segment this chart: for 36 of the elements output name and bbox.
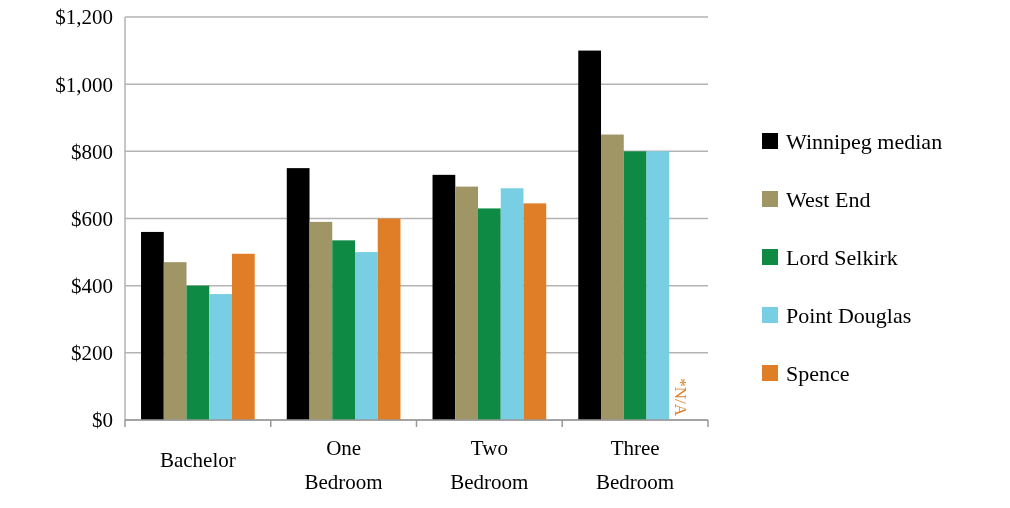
y-tick-label: $800	[71, 139, 113, 164]
legend-label: Winnipeg median	[786, 128, 943, 154]
bar	[231, 253, 255, 420]
legend-label: Spence	[786, 360, 850, 386]
x-tick-label: Three Bedroom	[596, 436, 675, 494]
legend-label: Lord Selkirk	[786, 244, 898, 270]
bar	[186, 285, 210, 420]
bar	[209, 294, 232, 420]
bar	[523, 203, 547, 420]
bar	[286, 168, 310, 420]
x-tick-label: Bachelor	[159, 448, 236, 472]
y-tick-label: $0	[92, 408, 113, 433]
bar	[623, 151, 647, 420]
x-tick-label: Two Bedroom	[450, 436, 529, 494]
bar	[455, 186, 479, 420]
x-tick-label: One Bedroom	[304, 436, 383, 494]
y-tick-label: $400	[71, 274, 113, 299]
bar	[578, 50, 602, 420]
legend-label: Point Douglas	[786, 302, 912, 328]
y-tick-label: $200	[71, 341, 113, 366]
y-tick-label: $1,000	[55, 72, 113, 97]
bar	[601, 134, 624, 420]
annotation: *N/A	[670, 378, 690, 417]
bar	[163, 262, 187, 420]
bar	[332, 240, 355, 420]
legend-label: West End	[786, 186, 871, 212]
bar	[377, 218, 401, 420]
bar	[500, 188, 524, 420]
y-tick-label: $1,200	[55, 5, 113, 30]
bar	[141, 231, 164, 420]
bar	[432, 174, 456, 420]
bar	[646, 151, 670, 420]
bar	[478, 208, 501, 420]
bar	[309, 221, 333, 420]
y-tick-label: $600	[71, 206, 113, 231]
bar	[354, 252, 378, 420]
